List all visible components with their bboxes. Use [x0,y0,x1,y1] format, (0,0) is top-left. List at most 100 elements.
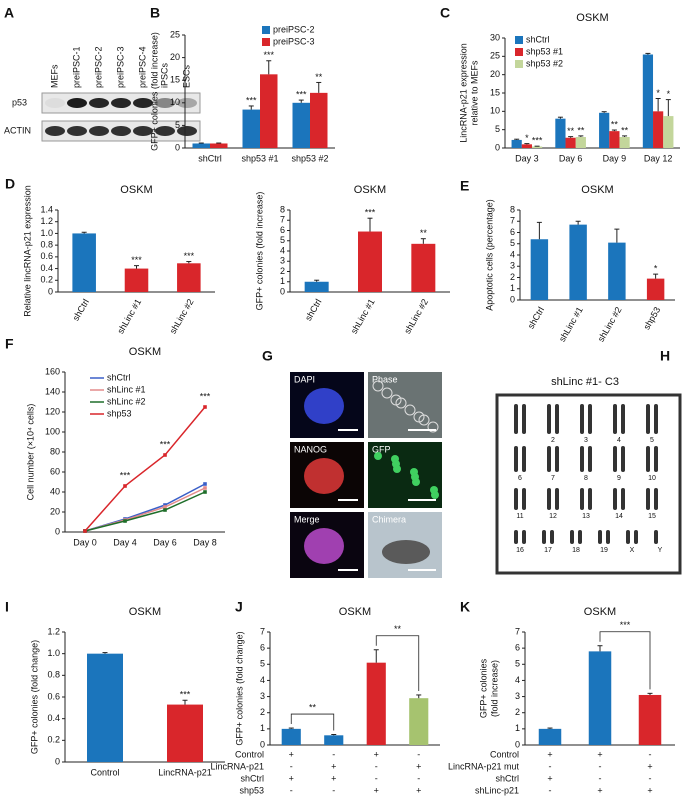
cell [427,421,439,433]
chromosome-label: 19 [600,547,608,554]
y-tick-label: 0 [515,739,520,749]
x-tick-label: shLinc #2 [168,297,196,335]
cell [391,455,399,463]
chromosome-label: 3 [584,437,588,444]
y-axis-label: Cell number (×10⁴ cells) [25,404,35,501]
y-tick-label: 1.2 [47,626,60,636]
line [84,487,206,532]
point [123,484,127,488]
legend-label: shCtrl [107,372,131,382]
panel-letter: B [150,5,160,21]
chromosome [654,488,658,510]
band [155,126,175,136]
cell [381,387,393,399]
y-tick-label: 1 [280,276,285,286]
bracket [375,635,420,691]
lane-label: iPSCs [159,62,169,88]
legend-swatch [262,26,270,34]
lane-label: preiPSC-1 [71,46,81,88]
y-tick-label: 1 [510,283,515,293]
bar [177,263,201,292]
colony [304,388,344,424]
significance: *** [200,391,211,401]
y-tick-label: 7 [280,215,285,225]
y-tick-label: 0.4 [40,263,53,273]
significance: ** [420,228,428,238]
bar [304,281,329,292]
y-tick-label: 2 [260,707,265,717]
y-tick-label: 0.4 [47,713,60,723]
legend-label: preiPSC-3 [273,36,315,46]
chromosome [514,488,518,510]
bar [167,704,203,762]
y-tick-label: 0.2 [40,275,53,285]
y-axis-label: Relative lincRNA-p21 expression [22,185,32,317]
y-axis-label: GFP+ colonies [478,658,488,718]
y-tick-label: 3 [280,256,285,266]
condition-mark: - [375,773,378,783]
y-tick-label: 0 [495,142,500,152]
band [45,126,65,136]
bar [531,146,543,148]
panel-letter: D [5,176,15,192]
y-tick-label: 10 [170,97,180,107]
chromosome [613,404,617,434]
y-axis-label: GFP+ colonies (fold change) [29,640,39,754]
legend-swatch [515,60,523,68]
point [203,490,207,494]
bar [530,239,549,300]
x-tick-label: shLinc #1 [557,305,585,343]
chromosome-label: X [630,547,635,554]
chromosome-label: 9 [617,475,621,482]
y-tick-label: 1.0 [40,228,53,238]
chromosome [646,446,650,472]
chart-title: OSKM [339,606,371,618]
condition-mark: + [547,773,552,783]
bar [192,143,210,148]
band [67,98,87,108]
condition-mark: - [649,773,652,783]
chromosome-label: 13 [582,513,590,520]
condition-mark: - [290,761,293,771]
chart-title: OSKM [584,606,616,618]
chromosome [654,446,658,472]
cell [410,468,418,476]
x-tick-label: shLinc #2 [402,297,430,335]
y-tick-label: 8 [510,204,515,214]
image-label: Chimera [372,514,406,524]
legend-label: preiPSC-2 [273,24,315,34]
image-label: GFP [372,444,391,454]
y-tick-label: 5 [515,659,520,669]
chromosome [550,530,554,544]
y-tick-label: 2 [510,272,515,282]
panel-letter: A [4,5,14,21]
chromosome [613,446,617,472]
significance: *** [296,89,307,99]
condition-mark: + [597,785,602,795]
chromosome [588,446,592,472]
condition-label: shp53 [239,785,264,795]
significance: *** [184,251,195,261]
condition-mark: - [375,761,378,771]
chromosome-label: 7 [551,475,555,482]
condition-label: Control [235,749,264,759]
y-tick-label: 2 [515,707,520,717]
condition-label: shCtrl [240,773,264,783]
cell [413,411,425,423]
y-tick-label: 0.2 [47,735,60,745]
line [84,483,206,532]
chromosome-label: 11 [516,513,523,520]
cell [390,394,402,406]
y-axis-label: LincRNA-p21 expression [458,43,468,143]
y-tick-label: 6 [510,227,515,237]
chromosome-label: 2 [551,437,555,444]
panel-letter: H [660,348,670,364]
chromosome [580,488,584,510]
y-tick-label: 0.8 [47,670,60,680]
point [123,519,127,523]
y-tick-label: 0 [510,294,515,304]
bar [646,278,665,300]
chromosome [542,530,546,544]
bar [281,728,301,745]
bracket-label: *** [620,620,631,630]
